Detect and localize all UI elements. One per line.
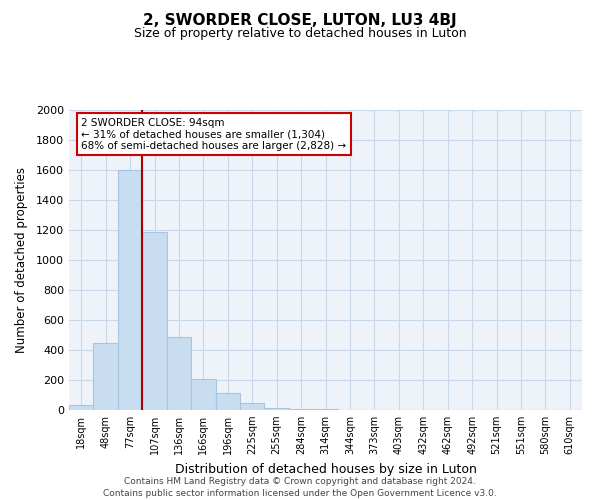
Bar: [215, 393, 240, 410]
Bar: [94, 342, 118, 410]
Bar: [313, 409, 338, 410]
Text: Contains public sector information licensed under the Open Government Licence v3: Contains public sector information licen…: [103, 489, 497, 498]
Bar: [69, 405, 94, 410]
Text: Size of property relative to detached houses in Luton: Size of property relative to detached ho…: [134, 28, 466, 40]
Bar: [289, 409, 313, 410]
Bar: [191, 378, 215, 410]
Text: 2, SWORDER CLOSE, LUTON, LU3 4BJ: 2, SWORDER CLOSE, LUTON, LU3 4BJ: [143, 12, 457, 28]
Bar: [265, 408, 289, 410]
Bar: [167, 336, 191, 410]
Text: 2 SWORDER CLOSE: 94sqm
← 31% of detached houses are smaller (1,304)
68% of semi-: 2 SWORDER CLOSE: 94sqm ← 31% of detached…: [81, 118, 346, 150]
X-axis label: Distribution of detached houses by size in Luton: Distribution of detached houses by size …: [175, 462, 476, 475]
Bar: [142, 232, 167, 410]
Bar: [118, 170, 142, 410]
Text: Contains HM Land Registry data © Crown copyright and database right 2024.: Contains HM Land Registry data © Crown c…: [124, 478, 476, 486]
Y-axis label: Number of detached properties: Number of detached properties: [14, 167, 28, 353]
Bar: [240, 403, 265, 410]
